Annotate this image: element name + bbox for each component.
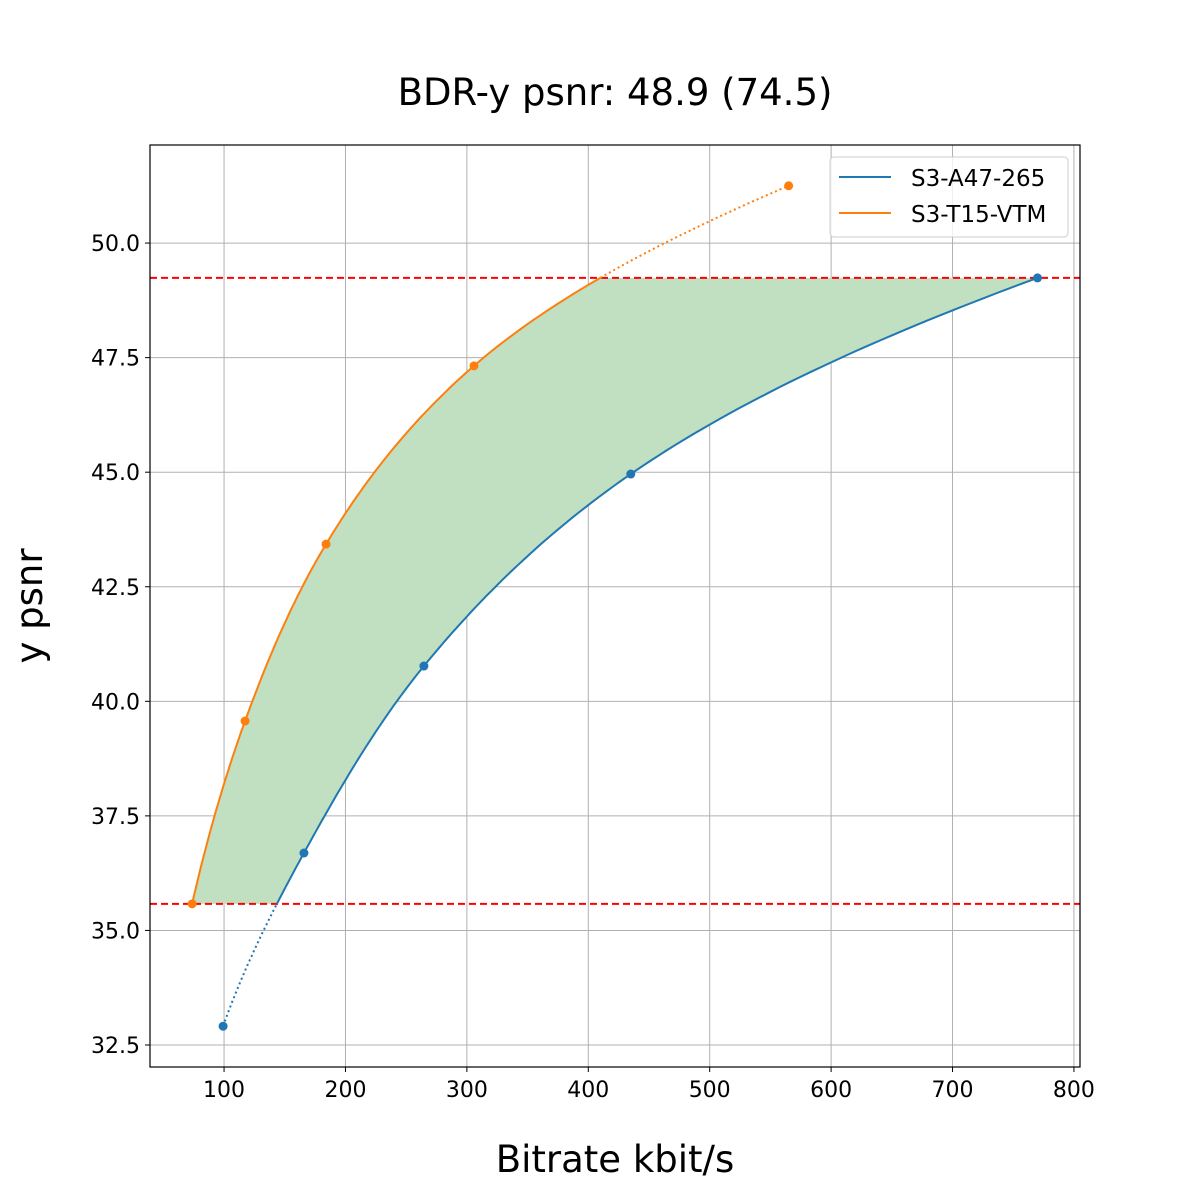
legend: S3-A47-265 S3-T15-VTM — [829, 156, 1069, 238]
fill-area — [192, 277, 1038, 904]
x-tick-label: 200 — [324, 1078, 366, 1103]
series-points — [187, 181, 1043, 1031]
data-point-S3-A47-265 — [419, 661, 429, 671]
extrapolated-line-1 — [599, 184, 790, 279]
data-point-S3-A47-265 — [1033, 273, 1043, 283]
x-tick-label: 600 — [810, 1078, 852, 1103]
reference-lines — [150, 276, 1080, 905]
y-tick-label: 37.5 — [91, 805, 140, 830]
data-point-S3-A47-265 — [299, 848, 309, 858]
x-tick-label: 800 — [1053, 1078, 1095, 1103]
x-tick-label: 100 — [203, 1078, 245, 1103]
x-tick-label: 500 — [689, 1078, 731, 1103]
x-tick-label: 400 — [567, 1078, 609, 1103]
legend-label-vtm: S3-T15-VTM — [911, 202, 1046, 228]
y-tick-label: 40.0 — [91, 690, 140, 715]
x-tick-label: 300 — [446, 1078, 488, 1103]
y-tick-label: 45.0 — [91, 461, 140, 486]
data-point-S3-T15-VTM — [469, 361, 479, 371]
y-tick-label: 47.5 — [91, 347, 140, 372]
series-lines — [191, 184, 1038, 1027]
data-point-S3-T15-VTM — [240, 716, 250, 726]
series-line-0 — [276, 276, 1038, 905]
data-point-S3-T15-VTM — [187, 899, 197, 909]
data-point-S3-T15-VTM — [784, 181, 794, 191]
x-tick-label: 700 — [932, 1078, 974, 1103]
bdr-fill-region — [192, 277, 1038, 904]
y-tick-label: 42.5 — [91, 576, 140, 601]
plot-frame — [149, 144, 1081, 1068]
data-point-S3-A47-265 — [626, 469, 636, 479]
x-axis-label: Bitrate kbit/s — [496, 1138, 735, 1181]
ticks: 100 200 300 400 500 600 700 800 32.5 35.0 37.5 40.0… — [91, 232, 1095, 1103]
chart-title: BDR-y psnr: 48.9 (74.5) — [398, 71, 833, 114]
y-tick-label: 35.0 — [91, 919, 140, 944]
legend-label-a47: S3-A47-265 — [911, 166, 1045, 192]
y-axis-label: y psnr — [8, 548, 51, 664]
extrapolated-line-0 — [222, 903, 278, 1027]
data-point-S3-A47-265 — [218, 1021, 228, 1031]
data-point-S3-T15-VTM — [321, 539, 331, 549]
y-tick-label: 32.5 — [91, 1034, 140, 1059]
y-tick-label: 50.0 — [91, 232, 140, 257]
series-line-1 — [191, 277, 601, 905]
